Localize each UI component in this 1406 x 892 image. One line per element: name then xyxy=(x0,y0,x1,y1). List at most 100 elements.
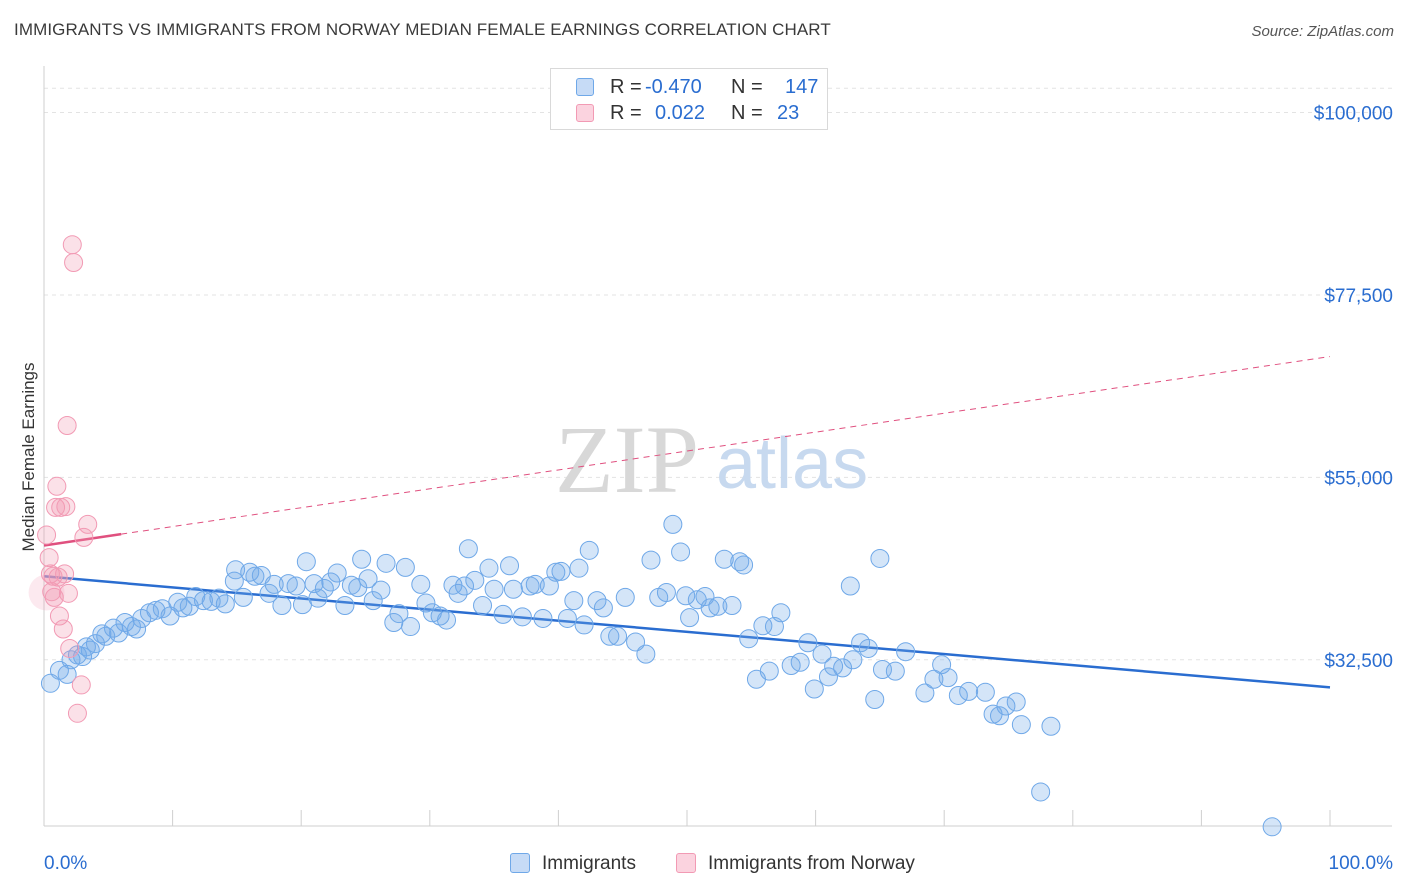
immigrants-point xyxy=(533,608,553,628)
immigrants-point xyxy=(264,574,284,594)
immigrants-point xyxy=(790,652,810,672)
immigrants-point xyxy=(1011,715,1031,735)
immigrants-point xyxy=(296,552,316,572)
immigrants-point xyxy=(127,619,147,639)
immigrants-point xyxy=(371,580,391,600)
y-tick-label: $32,500 xyxy=(1324,651,1393,672)
immigrants-point xyxy=(484,579,504,599)
immigrants-point xyxy=(193,591,213,611)
immigrants-point xyxy=(201,591,221,611)
immigrants-point xyxy=(233,587,253,607)
immigrants-point xyxy=(179,596,199,616)
immigrants-point xyxy=(272,595,292,615)
norway-point xyxy=(55,564,75,584)
immigrants-point xyxy=(663,514,683,534)
watermark-atlas: atlas xyxy=(716,424,868,504)
immigrants-point xyxy=(512,607,532,627)
immigrants-point xyxy=(938,668,958,688)
norway-point xyxy=(39,548,59,568)
immigrants-point xyxy=(1031,782,1051,802)
norway-point xyxy=(58,583,78,603)
immigrants-point xyxy=(865,690,885,710)
immigrants-point xyxy=(851,633,871,653)
norway-point xyxy=(47,476,67,496)
immigrants-point xyxy=(564,591,584,611)
y-axis-title: Median Female Earnings xyxy=(19,363,38,552)
immigrants-point xyxy=(278,574,298,594)
immigrants-point xyxy=(352,549,372,569)
immigrants-point xyxy=(714,549,734,569)
y-tick-label: $100,000 xyxy=(1314,104,1393,125)
immigrants-point xyxy=(885,661,905,681)
data-points xyxy=(28,235,1282,837)
norway-point xyxy=(51,497,71,517)
immigrants-point xyxy=(132,608,152,628)
source-credit: Source: ZipAtlas.com xyxy=(1251,23,1394,40)
immigrants-point xyxy=(840,576,860,596)
norway-point xyxy=(60,638,80,658)
norway-point xyxy=(43,566,63,586)
immigrants-point xyxy=(503,579,523,599)
immigrants-point xyxy=(80,640,100,660)
immigrants-point xyxy=(1262,817,1282,837)
y-tick-label: $77,500 xyxy=(1324,286,1393,307)
immigrants-point xyxy=(579,540,599,560)
immigrants-point xyxy=(915,683,935,703)
norway-cluster xyxy=(28,574,65,611)
n-label: N = xyxy=(731,102,763,124)
norway-point xyxy=(57,415,77,435)
norway-point xyxy=(78,514,98,534)
immigrants-point xyxy=(215,594,235,614)
immigrants-point xyxy=(259,583,279,603)
axes xyxy=(43,66,1392,827)
immigrants-point xyxy=(700,598,720,618)
immigrants-point xyxy=(168,592,188,612)
norway-point xyxy=(49,606,69,626)
immigrants-point xyxy=(626,632,646,652)
immigrants-point xyxy=(416,593,436,613)
immigrants-point xyxy=(843,650,863,670)
norway-point xyxy=(56,497,76,517)
immigrants-point xyxy=(525,574,545,594)
immigrants-point xyxy=(636,644,656,664)
immigrants-point xyxy=(146,600,166,620)
immigrants-point xyxy=(924,669,944,689)
immigrants-point xyxy=(437,610,457,630)
immigrants-point xyxy=(308,588,328,608)
immigrants-point xyxy=(389,604,409,624)
y-tick-label: $55,000 xyxy=(1324,468,1393,489)
immigrants-point xyxy=(695,587,715,607)
immigrants-point xyxy=(479,558,499,578)
immigrants-point xyxy=(948,685,968,705)
immigrants-point xyxy=(455,576,475,596)
norway-point xyxy=(44,587,64,607)
norway-trend-line-dashed xyxy=(121,356,1331,535)
r-value: -0.470 xyxy=(645,76,702,98)
norway-point xyxy=(46,497,66,517)
immigrants-point xyxy=(458,539,478,559)
norway-point xyxy=(71,675,91,695)
norway-legend-swatch xyxy=(676,853,696,873)
immigrants-point xyxy=(85,634,105,654)
norway-trend-line-solid xyxy=(43,532,122,547)
immigrants-point xyxy=(569,558,589,578)
norway-point xyxy=(64,253,84,273)
immigrants-point xyxy=(870,548,890,568)
immigrants-point xyxy=(226,560,246,580)
immigrants-point xyxy=(641,550,661,570)
immigrants-point xyxy=(896,642,916,662)
immigrants-point xyxy=(448,583,468,603)
immigrants-point xyxy=(593,598,613,618)
immigrants-point xyxy=(1041,716,1061,736)
immigrants-point xyxy=(804,679,824,699)
immigrants-point xyxy=(411,574,431,594)
trend-lines xyxy=(43,356,1331,689)
immigrants-legend-label: Immigrants xyxy=(542,853,636,874)
immigrants-point xyxy=(358,569,378,589)
immigrants-point xyxy=(376,553,396,573)
immigrants-point xyxy=(574,615,594,635)
norway-swatch xyxy=(576,104,594,122)
immigrants-point xyxy=(680,608,700,628)
r-label: R = xyxy=(610,102,642,124)
